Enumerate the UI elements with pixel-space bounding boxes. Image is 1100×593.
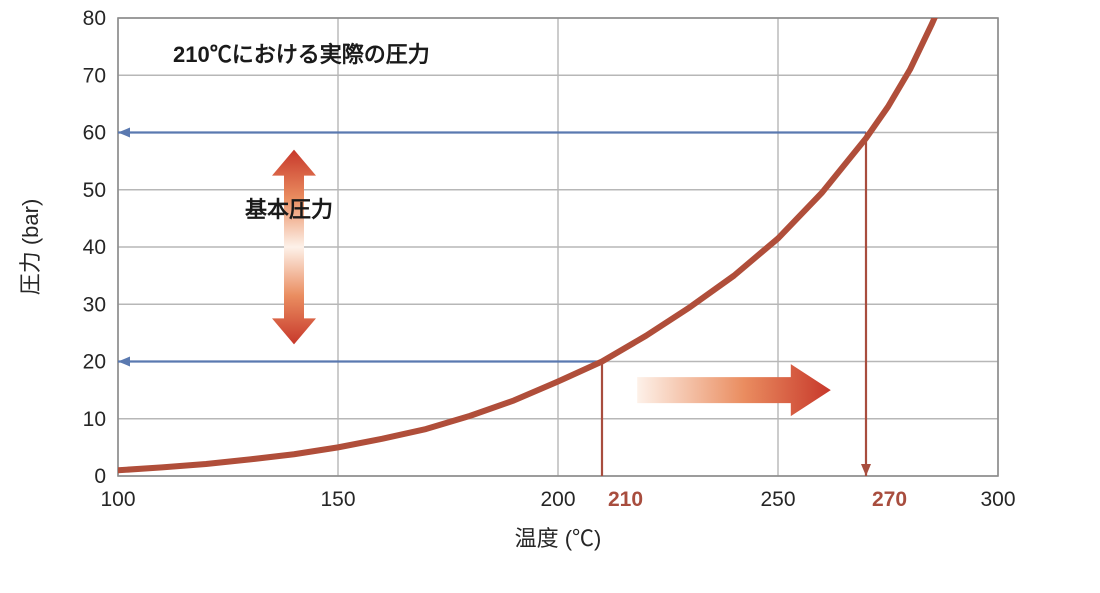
x-tick-label: 300	[980, 488, 1015, 511]
x-tick-label: 150	[320, 488, 355, 511]
y-tick-label: 40	[83, 236, 106, 259]
x-axis-title: 温度 (℃)	[515, 526, 602, 551]
y-tick-label: 0	[94, 465, 106, 488]
annotation-actual-pressure: 210℃における実際の圧力	[173, 42, 430, 67]
y-tick-label: 10	[83, 408, 106, 431]
y-tick-label: 80	[83, 7, 106, 30]
y-axis-title: 圧力 (bar)	[18, 199, 43, 296]
x-tick-label: 200	[540, 488, 575, 511]
y-tick-label: 30	[83, 293, 106, 316]
y-tick-label: 20	[83, 351, 106, 374]
x-tick-label: 250	[760, 488, 795, 511]
y-tick-label: 60	[83, 122, 106, 145]
annotation-base-pressure: 基本圧力	[245, 197, 333, 222]
x-extra-tick-label: 210	[608, 488, 643, 511]
y-tick-label: 70	[83, 64, 106, 87]
y-tick-label: 50	[83, 179, 106, 202]
x-tick-label: 100	[100, 488, 135, 511]
pressure-temperature-chart: 0 10 20 30 40 50 60 70 80 100 150 200 250 300 210 270 圧力…	[0, 0, 1100, 593]
x-extra-tick-label: 270	[872, 488, 907, 511]
